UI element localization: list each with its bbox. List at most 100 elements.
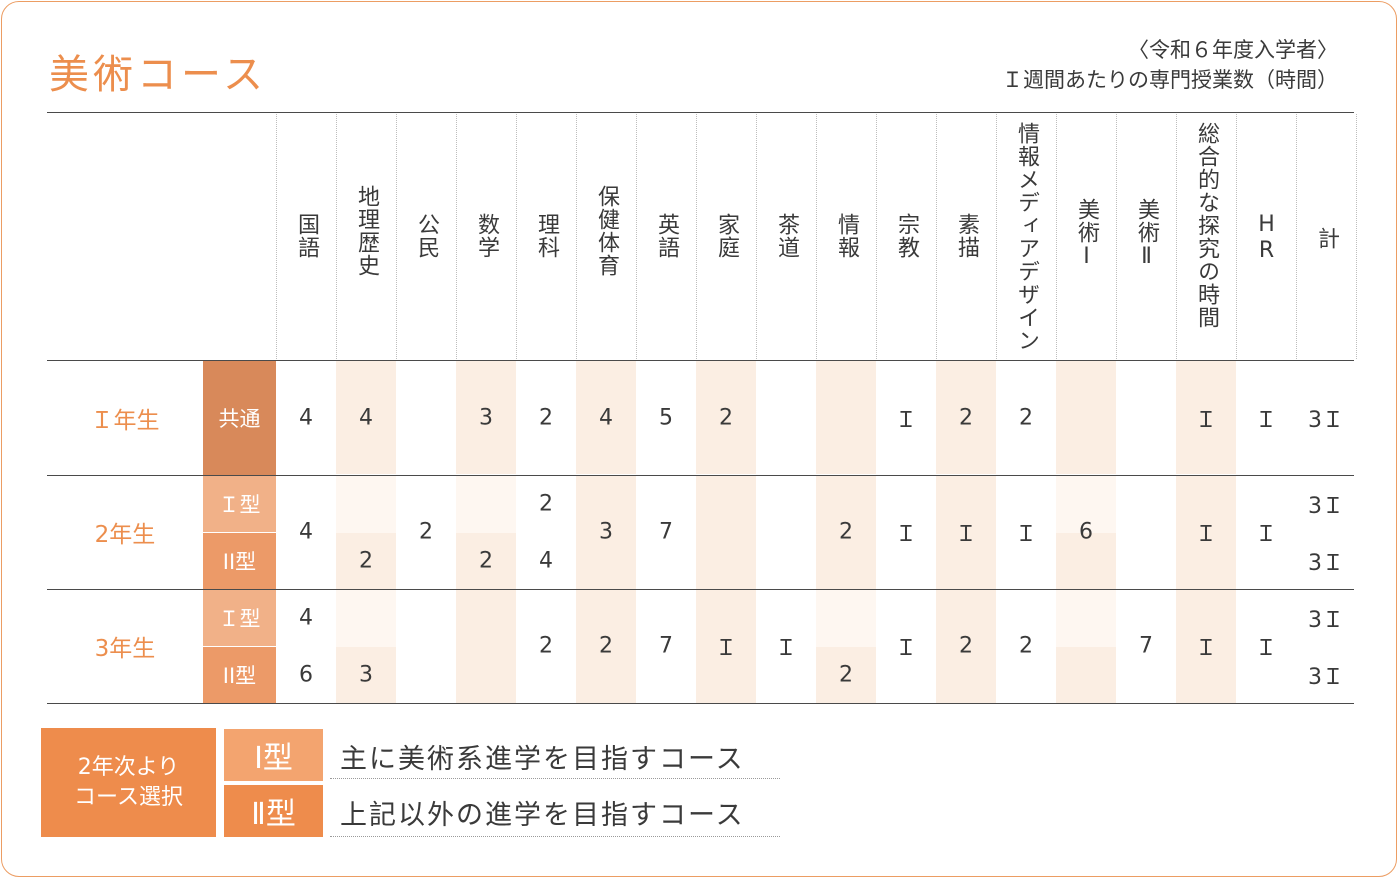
subject-header: 家庭: [696, 213, 756, 266]
table-cell: 2: [419, 519, 433, 545]
column-band: [696, 476, 756, 533]
column-band: [576, 532, 636, 589]
table-cell: 2: [719, 405, 733, 431]
header-separator: [996, 114, 997, 359]
subject-header: 総合的な探究の時間: [1176, 122, 1236, 336]
column-band: [816, 532, 876, 589]
header-separator: [1236, 114, 1237, 359]
table-cell: Ｉ: [1194, 408, 1217, 433]
column-band: [696, 646, 756, 703]
column-band: [456, 361, 516, 474]
table-cell: 3: [479, 405, 493, 431]
column-band: [936, 590, 996, 647]
subject-header: 地理歴史: [336, 185, 396, 284]
subject-header: 宗教: [876, 213, 936, 266]
column-band: [456, 532, 516, 589]
subject-header-label: 英語: [654, 213, 679, 259]
table-cell: 6: [299, 662, 313, 688]
header-separator: [396, 114, 397, 359]
course-selection-line1: 2年次より: [77, 754, 180, 780]
column-band: [696, 532, 756, 589]
legend-rule: [330, 778, 780, 779]
legend-desc-ii: 上記以外の進学を目指すコース: [340, 800, 745, 831]
table-cell: 3: [599, 519, 613, 545]
table-rule: [47, 475, 1354, 476]
table-cell: 2: [539, 491, 553, 517]
subject-header: 計: [1296, 227, 1356, 257]
table-cell: 3Ｉ: [1308, 665, 1344, 690]
column-band: [576, 590, 636, 647]
table-cell: 7: [659, 519, 673, 545]
column-band: [576, 361, 636, 474]
header-separator: [756, 114, 757, 359]
table-rule: [47, 360, 1354, 361]
table-cell: 7: [1139, 633, 1153, 659]
table-rule: [47, 589, 1354, 590]
column-band: [696, 361, 756, 474]
subject-header: 国語: [276, 213, 336, 266]
table-cell: 2: [539, 633, 553, 659]
subject-header: 英語: [636, 213, 696, 266]
legend-type-ii: Ⅱ型: [224, 785, 323, 837]
subject-header: 美術Ⅱ: [1116, 198, 1176, 277]
table-cell: 4: [299, 605, 313, 631]
subject-header-label: 美術Ⅰ: [1074, 198, 1099, 270]
table-cell: 2: [839, 662, 853, 688]
subject-header-label: 理科: [534, 213, 559, 259]
table-cell: 2: [479, 548, 493, 574]
table-cell: 2: [599, 633, 613, 659]
table-cell: 4: [359, 405, 373, 431]
column-band: [1056, 361, 1116, 474]
table-cell: 6: [1079, 519, 1093, 545]
subject-header-label: 宗教: [894, 213, 919, 259]
header-separator: [1356, 114, 1357, 359]
table-cell: Ｉ: [894, 408, 917, 433]
table-cell: Ｉ: [1014, 522, 1037, 547]
course-type-label: Ｉ型: [203, 476, 276, 532]
header-separator: [336, 114, 337, 359]
subject-header-label: 公民: [414, 213, 439, 259]
table-cell: Ｉ: [1194, 522, 1217, 547]
column-band: [696, 590, 756, 647]
table-cell: 4: [299, 405, 313, 431]
header-separator: [1116, 114, 1117, 359]
course-type-label: 共通: [203, 361, 276, 475]
table-cell: Ｉ: [1254, 522, 1277, 547]
header-separator: [1296, 114, 1297, 359]
subject-header: HR: [1236, 212, 1296, 271]
table-cell: 5: [659, 405, 673, 431]
page-title: 美術コース: [49, 52, 267, 98]
grade-label: 3年生: [94, 636, 156, 662]
subject-header: 茶道: [756, 213, 816, 266]
header-separator: [576, 114, 577, 359]
table-cell: 3Ｉ: [1308, 408, 1344, 433]
subject-header-label: 計: [1314, 226, 1339, 250]
subject-header-label: 素描: [954, 213, 979, 259]
table-cell: Ｉ: [714, 636, 737, 661]
table-cell: 2: [959, 405, 973, 431]
legend-type-i: Ⅰ型: [224, 729, 323, 781]
subject-header-label: 国語: [294, 213, 319, 259]
table-cell: 3Ｉ: [1308, 551, 1344, 576]
legend-rule: [330, 836, 780, 837]
column-band: [816, 361, 876, 474]
column-band: [1056, 646, 1116, 703]
table-cell: 2: [839, 519, 853, 545]
table-cell: 4: [599, 405, 613, 431]
column-band: [1176, 532, 1236, 589]
header-separator: [876, 114, 877, 359]
subject-header-label: 数学: [474, 213, 499, 259]
column-band: [1176, 646, 1236, 703]
table-cell: 3: [359, 662, 373, 688]
legend-desc-i: 主に美術系進学を目指すコース: [340, 744, 745, 775]
subject-header-label: 情報メディアデザイン: [1014, 122, 1039, 352]
subject-header: 情報: [816, 213, 876, 266]
enrollment-note: 〈令和６年度入学者〉: [1128, 38, 1338, 62]
table-rule: [47, 703, 1354, 704]
table-cell: Ｉ: [1194, 636, 1217, 661]
course-type-label: ⅠⅠ型: [203, 647, 276, 703]
column-band: [816, 646, 876, 703]
table-cell: 2: [1019, 633, 1033, 659]
table-rule: [47, 112, 1354, 113]
column-band: [1056, 532, 1116, 589]
